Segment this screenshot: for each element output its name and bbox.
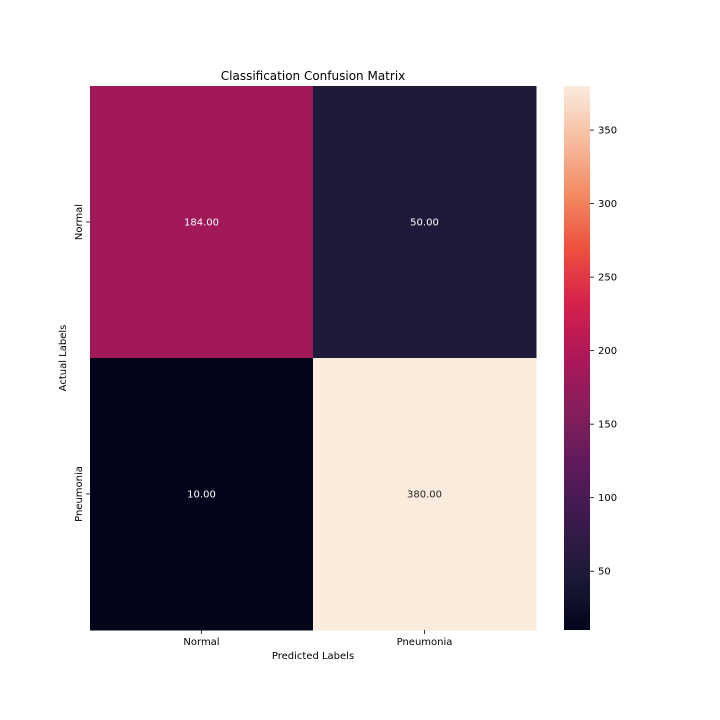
cell-value-label: 50.00 — [410, 218, 439, 229]
x-tick-label: Pneumonia — [397, 637, 453, 648]
x-tick-label: Normal — [183, 637, 219, 648]
colorbar-tick-label: 350 — [598, 126, 617, 137]
x-axis-ticks: Normal Pneumonia — [183, 630, 452, 648]
colorbar-ticks: 50 100 150 200 250 300 350 — [590, 126, 617, 578]
colorbar-tick-label: 200 — [598, 346, 617, 357]
colorbar-tick-label: 250 — [598, 273, 617, 284]
y-tick-label: Pneumonia — [74, 466, 85, 522]
colorbar-tick-label: 50 — [598, 567, 611, 578]
heatmap-cell — [90, 358, 314, 631]
colorbar — [564, 86, 590, 630]
y-axis-ticks: Normal Pneumonia — [74, 204, 90, 522]
heatmap-cells: 184.00 50.00 10.00 380.00 — [90, 86, 537, 631]
colorbar-tick-label: 300 — [598, 199, 617, 210]
colorbar-tick-label: 150 — [598, 420, 617, 431]
x-axis-label: Predicted Labels — [272, 651, 354, 662]
chart-title: Classification Confusion Matrix — [221, 69, 406, 83]
cell-value-label: 184.00 — [184, 218, 219, 229]
colorbar-tick-label: 100 — [598, 493, 617, 504]
heatmap-cell — [90, 86, 314, 359]
heatmap-cell — [313, 86, 537, 359]
heatmap-cell — [313, 358, 537, 631]
cell-value-label: 10.00 — [187, 490, 216, 501]
y-axis-label: Actual Labels — [58, 325, 69, 392]
y-tick-label: Normal — [74, 204, 85, 240]
cell-value-label: 380.00 — [407, 490, 442, 501]
